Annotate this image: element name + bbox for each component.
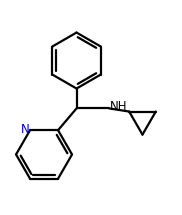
Text: NH: NH xyxy=(110,100,127,114)
Text: N: N xyxy=(21,123,30,136)
